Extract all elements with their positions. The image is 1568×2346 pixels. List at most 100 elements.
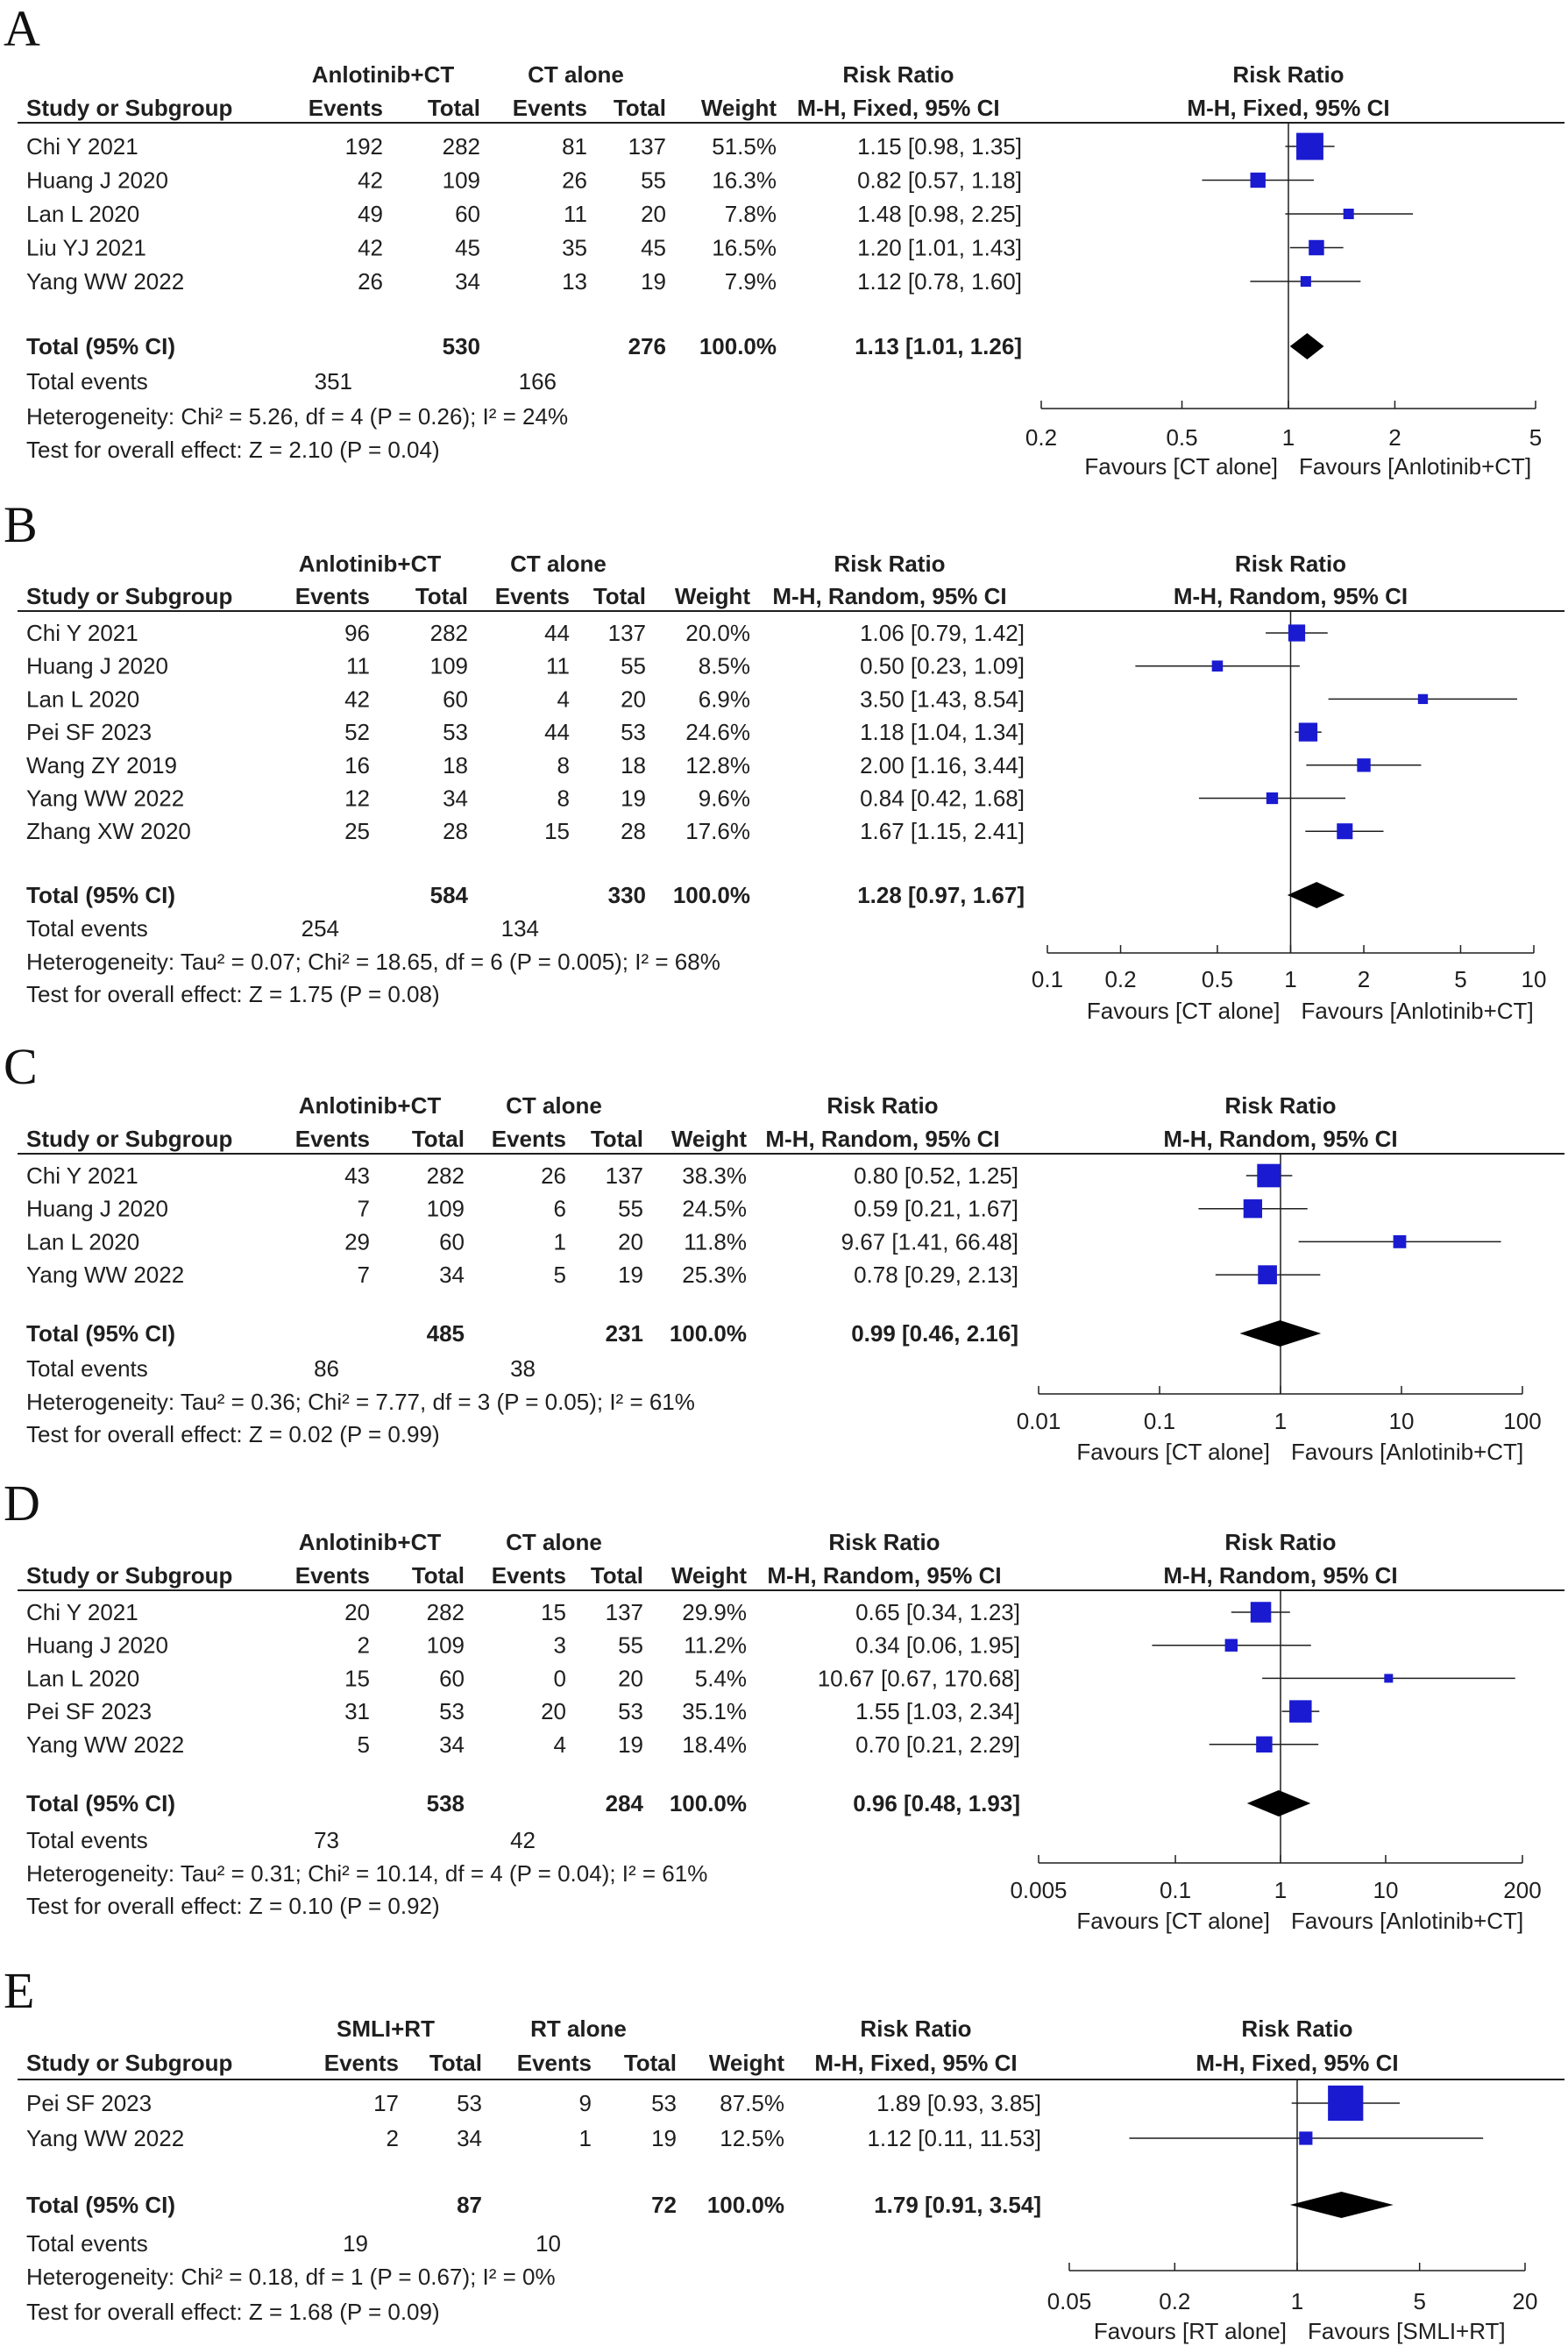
risk-ratio-column-title: Risk Ratio — [860, 2015, 971, 2042]
overall-effect-test: Test for overall effect: Z = 2.10 (P = 0… — [26, 437, 440, 463]
panel-c: C Anlotinib+CT CT alone Risk Ratio Study or … — [4, 1038, 1564, 1465]
risk-ratio-column-title: Risk Ratio — [842, 61, 954, 88]
experimental-total: 109 — [427, 1196, 465, 1222]
experimental-total: 109 — [443, 167, 480, 194]
experimental-total-header: Total — [428, 95, 480, 121]
control-total: 20 — [641, 201, 666, 227]
pooled-diamond — [1289, 333, 1324, 359]
study-weight: 87.5% — [720, 2090, 784, 2116]
panel-letter: E — [4, 1962, 34, 2019]
control-total: 19 — [651, 2125, 677, 2151]
effect-marker — [1250, 172, 1266, 188]
x-axis-tick-label: 0.2 — [1159, 2288, 1190, 2314]
control-total: 53 — [618, 1698, 643, 1724]
control-total-header: Total — [591, 1562, 643, 1589]
study-name: Huang J 2020 — [26, 1632, 168, 1659]
panel-e: E SMLI+RT RT alone Risk Ratio Study or Subgr… — [4, 1962, 1564, 2344]
risk-ratio-ci: 1.89 [0.93, 3.85] — [876, 2090, 1041, 2116]
study-name: Lan L 2020 — [26, 1228, 139, 1255]
control-events: 11 — [564, 201, 587, 227]
favours-control-label: Favours [CT alone] — [1087, 998, 1281, 1024]
control-events-header: Events — [495, 583, 570, 609]
control-total: 55 — [621, 653, 646, 679]
experimental-total: 60 — [455, 201, 480, 227]
study-weight: 38.3% — [682, 1162, 747, 1189]
total-label: Total (95% CI) — [26, 333, 175, 359]
study-weight: 20.0% — [685, 620, 750, 646]
study-weight: 9.6% — [699, 786, 750, 812]
x-axis-tick-label: 10 — [1373, 1877, 1398, 1903]
x-axis-tick-label: 0.01 — [1017, 1408, 1061, 1434]
study-name: Huang J 2020 — [26, 653, 168, 679]
experimental-total: 53 — [457, 2090, 482, 2116]
risk-ratio-method-header: M-H, Random, 95% CI — [765, 1126, 999, 1152]
effect-marker — [1309, 239, 1324, 256]
experimental-total-events: 254 — [302, 915, 339, 942]
experimental-events-header: Events — [295, 1126, 370, 1152]
study-weight: 25.3% — [682, 1262, 747, 1288]
study-name: Pei SF 2023 — [26, 2090, 152, 2116]
risk-ratio-column-title: Risk Ratio — [828, 1529, 940, 1555]
control-events: 5 — [554, 1262, 566, 1288]
study-name: Yang WW 2022 — [26, 1731, 184, 1758]
risk-ratio-ci: 1.67 [1.15, 2.41] — [860, 818, 1025, 844]
experimental-events: 52 — [344, 719, 370, 745]
favours-control-label: Favours [CT alone] — [1084, 453, 1278, 480]
study-weight: 12.5% — [720, 2125, 784, 2151]
x-axis-tick-label: 1 — [1274, 1877, 1287, 1903]
experimental-events: 31 — [344, 1698, 370, 1724]
plot-method: M-H, Random, 95% CI — [1174, 583, 1408, 609]
experimental-total: 53 — [443, 719, 468, 745]
risk-ratio-ci: 1.12 [0.78, 1.60] — [857, 268, 1022, 295]
plot-method: M-H, Fixed, 95% CI — [1196, 2050, 1398, 2076]
study-name: Huang J 2020 — [26, 167, 168, 194]
weight-header: Weight — [701, 95, 777, 121]
control-events: 11 — [546, 653, 570, 679]
study-name: Chi Y 2021 — [26, 620, 138, 646]
study-column-header: Study or Subgroup — [26, 2050, 232, 2076]
study-name: Liu YJ 2021 — [26, 235, 146, 261]
control-total: 55 — [641, 167, 666, 194]
overall-effect-test: Test for overall effect: Z = 0.02 (P = 0… — [26, 1421, 440, 1447]
control-total-events: 42 — [510, 1827, 536, 1853]
control-events: 9 — [579, 2090, 592, 2116]
effect-marker — [1296, 132, 1323, 160]
x-axis-tick-label: 2 — [1358, 966, 1370, 992]
effect-marker — [1393, 1235, 1407, 1248]
experimental-total: 45 — [455, 235, 480, 261]
total-events-label: Total events — [26, 368, 148, 395]
effect-marker — [1357, 758, 1371, 772]
pooled-diamond — [1246, 1790, 1311, 1816]
experimental-events: 96 — [344, 620, 370, 646]
experimental-total-events: 351 — [315, 368, 352, 395]
study-weight: 16.5% — [712, 235, 777, 261]
study-weight: 6.9% — [699, 686, 750, 712]
control-total: 53 — [651, 2090, 677, 2116]
experimental-events: 12 — [344, 786, 370, 812]
experimental-total-sum: 530 — [443, 333, 480, 359]
risk-ratio-ci: 0.59 [0.21, 1.67] — [854, 1196, 1018, 1222]
control-total-sum: 231 — [606, 1320, 643, 1347]
experimental-events: 15 — [344, 1665, 370, 1691]
experimental-events: 42 — [358, 167, 383, 194]
control-total-header: Total — [624, 2050, 677, 2076]
favours-control-label: Favours [CT alone] — [1076, 1908, 1270, 1934]
control-events: 26 — [562, 167, 587, 194]
study-weight: 35.1% — [682, 1698, 747, 1724]
study-name: Zhang XW 2020 — [26, 818, 191, 844]
x-axis-tick-label: 20 — [1513, 2288, 1538, 2314]
experimental-total-header: Total — [429, 2050, 482, 2076]
effect-marker — [1211, 660, 1224, 672]
panel-a: A Anlotinib+CT CT alone Risk Ratio Study or … — [4, 0, 1564, 480]
risk-ratio-ci: 1.48 [0.98, 2.25] — [857, 201, 1022, 227]
study-weight: 24.6% — [685, 719, 750, 745]
study-name: Wang ZY 2019 — [26, 752, 177, 778]
control-total-sum: 284 — [606, 1790, 644, 1816]
panel-b: B Anlotinib+CT CT alone Risk Ratio Study or … — [4, 496, 1564, 1024]
heterogeneity-stats: Heterogeneity: Tau² = 0.31; Chi² = 10.14… — [26, 1860, 707, 1887]
total-label: Total (95% CI) — [26, 1790, 175, 1816]
risk-ratio-column-title: Risk Ratio — [834, 551, 945, 577]
control-total: 28 — [621, 818, 646, 844]
total-label: Total (95% CI) — [26, 882, 175, 908]
overall-effect-test: Test for overall effect: Z = 1.68 (P = 0… — [26, 2299, 440, 2325]
